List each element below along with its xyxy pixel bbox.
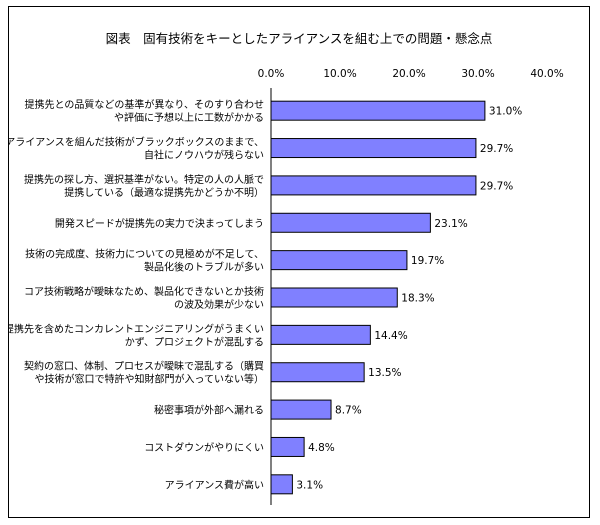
category-label: アライアンス費が高い [165,478,264,491]
category-labels: 提携先との品質などの基準が異なり、そのすり合わせや評価に予想以上に工数がかかるア… [9,98,264,491]
x-tick-label: 40.0% [530,68,563,80]
category-label: 提携先を含めたコンカレントエンジニアリングがうまくい [9,322,264,335]
value-label: 29.7% [480,143,513,155]
value-label: 19.7% [411,255,444,267]
category-label: 開発スピードが提携先の実力で決まってしまう [55,217,264,230]
category-label: の波及効果が少ない [174,298,264,311]
value-label: 23.1% [434,218,467,230]
category-label: 提携している（最適な提携先かどうか不明） [64,186,264,199]
category-label: 提携先との品質などの基準が異なり、そのすり合わせ [25,98,265,111]
bar [270,250,408,271]
category-label: や評価に予想以上に工数がかかる [114,111,264,124]
value-label: 31.0% [489,106,522,118]
category-label: 契約の窓口、体制、プロセスが曖昧で混乱する（購買 [24,360,264,373]
bar [270,399,332,420]
bar [270,362,365,383]
category-label: コア技術戦略が曖昧なため、製品化できないとか技術 [24,285,264,298]
category-label: 技術の完成度、技術力についての見極めが不足して、 [25,248,264,261]
category-label: や技術が窓口で特許や知財部門が入っていない等） [35,373,265,386]
chart-frame: 図表 固有技術をキーとしたアライアンスを組む上での問題・懸念点 0.0% 10.0… [8,6,590,518]
x-tick-label: 0.0% [258,68,285,80]
bar [270,436,305,457]
category-label: 自社にノウハウが残らない [144,149,264,162]
category-label: かず、プロジェクトが混乱する [125,335,264,348]
value-label: 18.3% [401,293,434,305]
value-labels: 31.0% 29.7% 29.7% 23.1% 19.7% 18.3% 14.4% 13.5%… [296,106,522,492]
plot-area [270,88,486,505]
value-label: 14.4% [374,330,407,342]
category-label: 提携先の探し方、選択基準がない。特定の人の人脈で [24,173,264,186]
bar [270,474,293,495]
category-label: コストダウンがやりにくい [144,441,264,454]
category-label: アライアンスを組んだ技術がブラックボックスのままで、 [9,136,264,149]
value-label: 8.7% [335,405,362,417]
bar [270,100,486,121]
x-axis-tick-labels: 0.0% 10.0% 20.0% 30.0% 40.0% [258,68,564,80]
bar [270,175,477,196]
chart-title: 図表 固有技術をキーとしたアライアンスを組む上での問題・懸念点 [106,31,493,46]
value-label: 29.7% [480,180,513,192]
bar [270,212,431,233]
bar [270,324,371,345]
bar-chart: 図表 固有技術をキーとしたアライアンスを組む上での問題・懸念点 0.0% 10.0… [9,31,564,505]
x-tick-label: 20.0% [392,68,425,80]
category-label: 秘密事項が外部へ漏れる [154,404,264,417]
value-label: 13.5% [368,367,401,379]
value-label: 4.8% [308,442,335,454]
x-tick-label: 30.0% [461,68,494,80]
x-tick-label: 10.0% [323,68,356,80]
category-label: 製品化後のトラブルが多い [144,261,264,274]
value-label: 3.1% [296,479,323,491]
bar [270,287,398,308]
bar [270,138,477,159]
